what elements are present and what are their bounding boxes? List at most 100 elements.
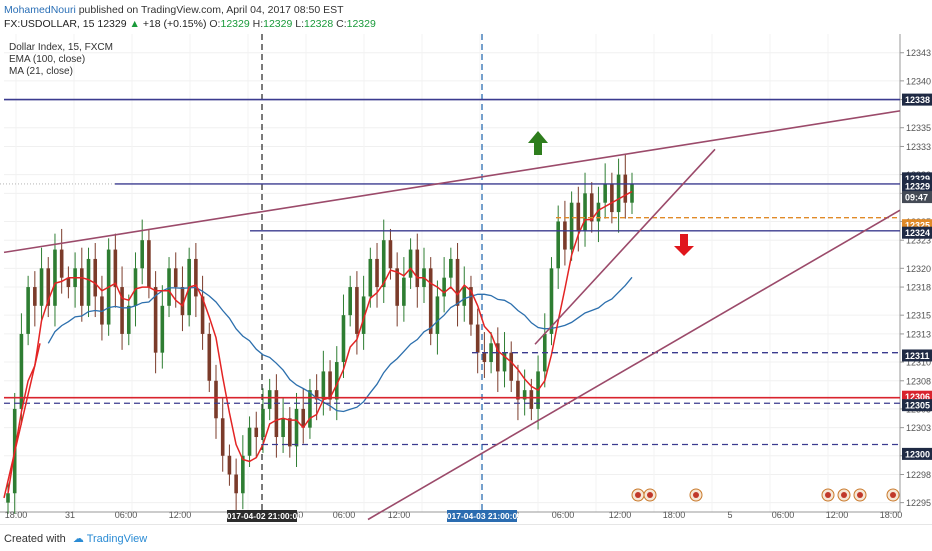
us-flag-dot — [647, 492, 653, 498]
candle-body — [630, 183, 634, 203]
upper-trendline — [3, 110, 901, 254]
time-tick-label: 12:00 — [609, 510, 632, 520]
price-badge: 09:47 — [902, 191, 932, 204]
price-tick-label: 12340 — [906, 76, 931, 86]
price-badge-label: 12305 — [905, 401, 930, 411]
candle-body — [100, 296, 104, 325]
us-flag-dot — [825, 492, 831, 498]
arrow-down-shape — [674, 234, 694, 256]
candle-body — [549, 268, 554, 334]
time-tick-label: 06:00 — [772, 510, 795, 520]
candle-body — [583, 193, 587, 231]
candle-body — [563, 221, 567, 250]
ema-line — [47, 276, 633, 413]
candle-body — [308, 390, 312, 428]
candle-body — [33, 287, 37, 306]
time-tick-label: 12:00 — [826, 510, 849, 520]
chart-area[interactable]: 1234312340123381233512333123301232812325… — [0, 34, 932, 524]
tradingview-logo-icon[interactable]: ☁ TradingView — [72, 533, 148, 545]
candle-body — [502, 352, 507, 372]
candle-body — [610, 183, 614, 213]
candle-body — [140, 240, 144, 269]
time-tick-label: 06:00 — [115, 510, 138, 520]
published-text: published on TradingView.com, April 04, … — [78, 4, 344, 16]
price-badge-bg — [902, 191, 932, 204]
open-label: O: — [209, 18, 221, 30]
time-highlight: 2017-04-02 21:00:00 — [222, 510, 302, 522]
us-flag-dot — [693, 492, 699, 498]
candle-body — [261, 408, 265, 438]
price-badge-label: 12329 — [905, 181, 930, 191]
price-change: +18 (+0.15%) — [142, 18, 207, 30]
price-chart[interactable]: 1234312340123381233512333123301232812325… — [0, 34, 932, 524]
time-tick-label: 12:00 — [388, 510, 411, 520]
price-tick-label: 12343 — [906, 48, 931, 58]
price-badge-bg — [902, 349, 932, 362]
candle-body — [455, 258, 460, 306]
candle-body — [569, 202, 574, 250]
publish-line: MohamedNouri published on TradingView.co… — [4, 4, 344, 16]
candle-body — [482, 352, 487, 363]
price-badge-bg — [902, 399, 932, 412]
time-tick-label: 18:00 — [880, 510, 903, 520]
candle-body — [475, 324, 480, 353]
candle-body — [126, 305, 131, 334]
author-link[interactable]: MohamedNouri — [4, 4, 76, 16]
candle-body — [46, 268, 51, 306]
candle-body — [449, 258, 453, 278]
candle-body — [328, 371, 332, 400]
price-badge: 12300 — [902, 447, 932, 460]
candle-body — [616, 174, 621, 213]
candle-body — [603, 183, 607, 203]
arrow-down-icon — [674, 234, 694, 256]
high-value: 12329 — [263, 18, 293, 30]
candle-body — [589, 193, 594, 222]
legend-ma[interactable]: MA (21, close) — [9, 66, 73, 77]
candle-body — [26, 287, 30, 334]
candle-body — [80, 268, 84, 306]
candle-body — [596, 202, 601, 222]
candle-body — [576, 202, 581, 231]
trendlines — [3, 110, 901, 521]
time-axis: 18:00 31 06:00 12:00 18:00 06:00 12:00 18:00 06:… — [5, 510, 903, 522]
time-tick-label: 06:00 — [552, 510, 575, 520]
candle-body — [395, 268, 399, 306]
price-tick-label: 12313 — [906, 329, 931, 339]
candle-body — [214, 380, 218, 419]
candle-body — [281, 418, 285, 438]
header-bar: MohamedNouri published on TradingView.co… — [0, 0, 932, 34]
candle-body — [59, 249, 64, 278]
time-tick-label: 18:00 — [663, 510, 686, 520]
candle-body — [227, 455, 232, 475]
price-tick-label: 12320 — [906, 264, 931, 274]
candle-body — [194, 258, 198, 297]
candle-body — [220, 418, 225, 456]
candle-body — [381, 240, 386, 288]
candle-body — [6, 493, 10, 503]
time-highlight-bg — [227, 510, 297, 522]
levels — [0, 98, 900, 446]
price-badge-label: 09:47 — [905, 193, 928, 203]
candle-body — [153, 287, 158, 353]
candle-body — [39, 268, 44, 306]
price-tick-label: 12303 — [906, 423, 931, 433]
price-tick-label: 12335 — [906, 123, 931, 133]
candle-body — [355, 287, 359, 334]
candle-body — [435, 296, 440, 334]
created-with: Created with ☁ TradingView — [4, 532, 147, 545]
candle-body — [361, 296, 366, 334]
candle-body — [288, 418, 292, 447]
candle-body — [516, 380, 520, 400]
candle-body — [234, 474, 238, 494]
time-tick-label: 5 — [727, 510, 732, 520]
time-highlight-bg — [447, 510, 517, 522]
brand-name: TradingView — [86, 533, 148, 545]
legend-title: Dollar Index, 15, FXCM — [9, 42, 113, 53]
legend-ema[interactable]: EMA (100, close) — [9, 54, 86, 65]
price-badge-label: 12329 — [905, 174, 930, 184]
candle-body — [442, 277, 446, 297]
price-badge-bg — [902, 226, 932, 239]
candle-body — [529, 390, 534, 409]
price-badge-label: 12300 — [905, 449, 930, 459]
price-badge: 12305 — [902, 399, 932, 412]
